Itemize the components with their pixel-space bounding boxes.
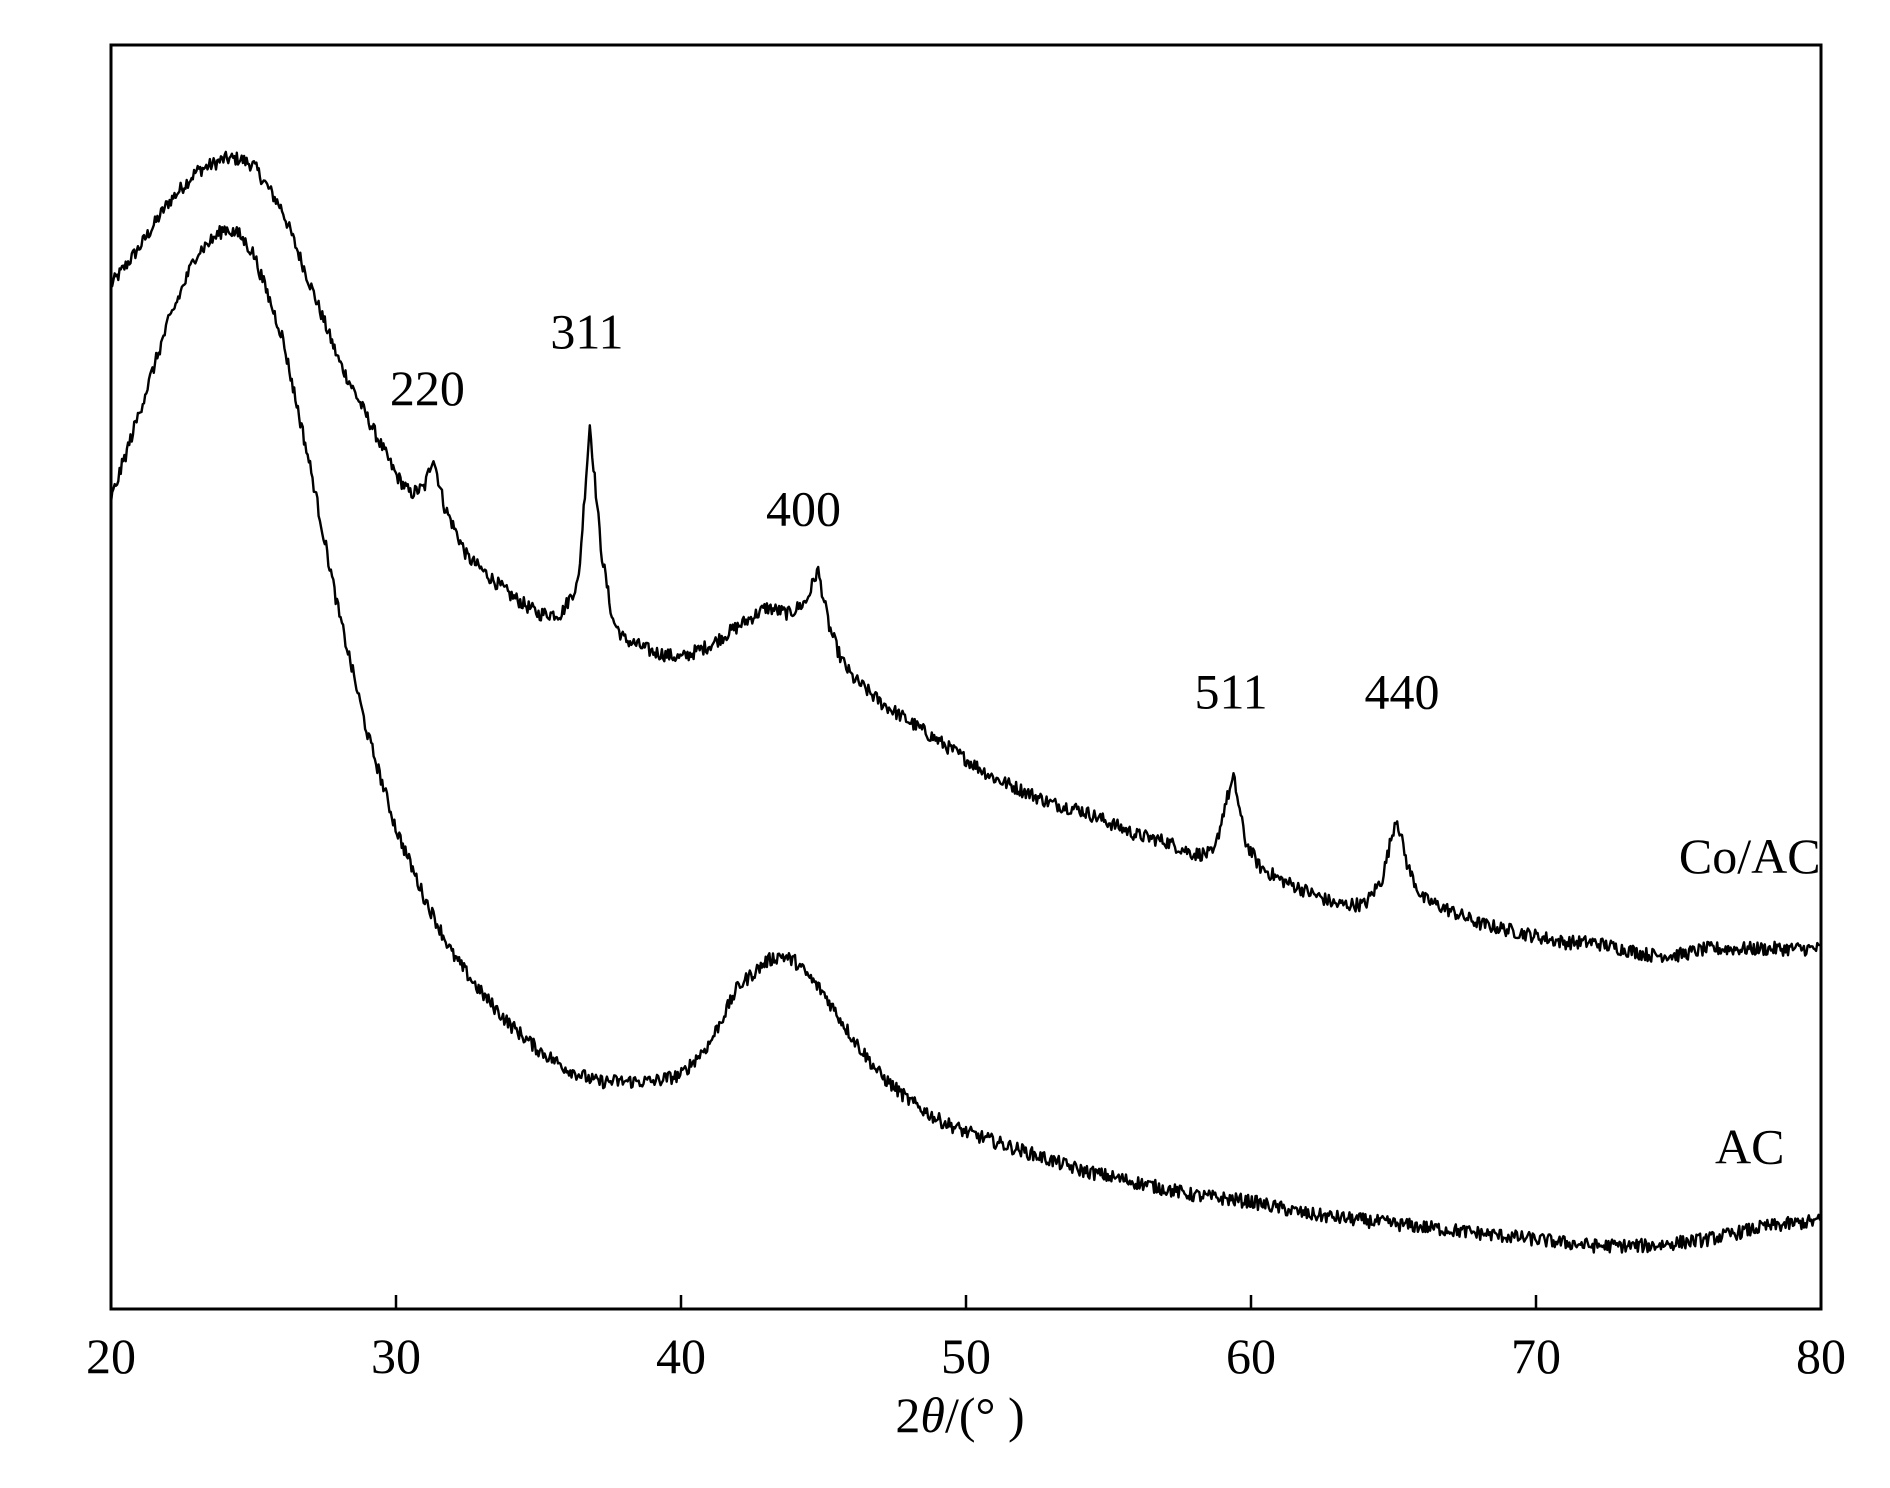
- peak-label: 220: [390, 360, 465, 416]
- x-tick-label: 70: [1511, 1328, 1561, 1384]
- x-tick-label: 20: [86, 1328, 136, 1384]
- x-tick-label: 80: [1796, 1328, 1846, 1384]
- annotation-layer: 220 311 400 511 440 Co/AC AC: [390, 303, 1821, 1174]
- x-tick-label: 30: [371, 1328, 421, 1384]
- x-axis-title-symbol: θ: [920, 1387, 945, 1443]
- peak-label: 311: [550, 303, 623, 359]
- plot-frame: [109, 43, 1823, 1311]
- series-label: Co/AC: [1679, 828, 1821, 884]
- peak-label: 440: [1365, 664, 1440, 720]
- series-line-ac: [109, 225, 1822, 1254]
- x-axis-title: 2θ/(° ): [895, 1387, 1024, 1443]
- series-label: AC: [1715, 1119, 1784, 1175]
- x-axis-title-prefix: 2: [895, 1387, 920, 1443]
- peak-label: 400: [766, 480, 841, 536]
- series-line-co-ac: [109, 150, 1822, 963]
- x-axis-title-suffix: /(° ): [945, 1387, 1025, 1443]
- x-tick-label: 50: [941, 1328, 991, 1384]
- x-axis: 20 30 40 50 60 70 80: [86, 1295, 1846, 1384]
- plot-area: [109, 43, 1823, 1311]
- x-tick-label: 40: [656, 1328, 706, 1384]
- x-tick-label: 60: [1226, 1328, 1276, 1384]
- peak-label: 511: [1194, 664, 1267, 720]
